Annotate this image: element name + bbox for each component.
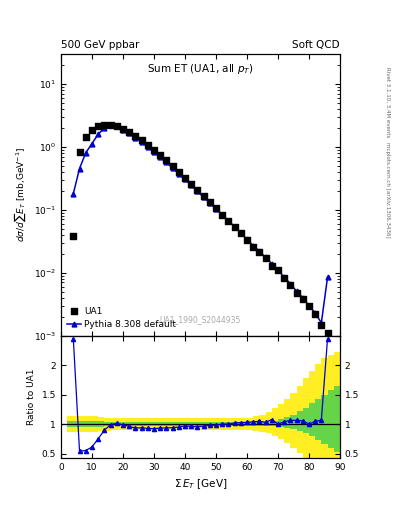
Pythia 8.308 default [164,159,169,165]
UA1 [213,204,219,212]
Pythia 8.308 default [170,165,175,171]
Pythia 8.308 default [325,274,330,280]
UA1 [256,248,263,257]
Pythia 8.308 default [158,154,162,160]
UA1 [312,310,318,318]
Pythia 8.308 default [189,182,193,188]
UA1 [231,223,238,231]
UA1 [70,232,77,240]
Pythia 8.308 default [232,224,237,230]
UA1 [263,254,269,262]
Pythia 8.308 default [239,230,243,236]
Pythia 8.308 default [121,126,125,133]
Pythia 8.308 default [313,310,318,316]
UA1 [76,148,83,156]
UA1 [244,236,250,244]
UA1 [163,156,169,164]
Text: 500 GeV ppbar: 500 GeV ppbar [61,39,139,50]
Pythia 8.308 default [145,144,150,150]
Pythia 8.308 default [275,267,280,273]
Pythia 8.308 default [176,170,181,177]
UA1 [238,229,244,238]
Pythia 8.308 default [195,188,200,195]
Pythia 8.308 default [108,122,113,129]
UA1 [176,168,182,176]
Text: mcplots.cern.ch [arXiv:1306.3436]: mcplots.cern.ch [arXiv:1306.3436] [385,142,390,237]
Y-axis label: Ratio to UA1: Ratio to UA1 [27,369,36,425]
UA1 [306,302,312,310]
UA1 [318,321,325,329]
Pythia 8.308 default [226,218,231,224]
X-axis label: $\Sigma\,E_T$ [GeV]: $\Sigma\,E_T$ [GeV] [174,478,227,492]
Pythia 8.308 default [269,261,274,267]
UA1 [324,329,331,337]
Pythia 8.308 default [244,236,249,242]
UA1 [219,210,225,219]
UA1 [83,133,89,141]
UA1 [126,128,132,136]
Pythia 8.308 default [83,150,88,156]
UA1 [89,126,95,134]
UA1 [157,151,163,159]
Legend: UA1, Pythia 8.308 default: UA1, Pythia 8.308 default [65,305,178,331]
Pythia 8.308 default [90,141,94,147]
UA1 [145,141,151,149]
Pythia 8.308 default [213,206,218,212]
Pythia 8.308 default [139,139,144,145]
UA1 [250,243,256,251]
UA1 [138,136,145,144]
UA1 [182,174,188,182]
UA1 [268,262,275,270]
UA1 [194,186,200,194]
Pythia 8.308 default [77,165,82,172]
UA1 [114,122,120,131]
Pythia 8.308 default [251,243,255,249]
UA1 [188,180,194,188]
Text: Sum ET (UA1, all $p_T$): Sum ET (UA1, all $p_T$) [147,62,254,76]
Line: Pythia 8.308 default: Pythia 8.308 default [71,123,330,325]
Pythia 8.308 default [307,303,311,309]
UA1 [200,192,207,200]
UA1 [132,132,138,140]
Pythia 8.308 default [300,295,305,301]
UA1 [275,266,281,274]
UA1 [95,122,101,131]
UA1 [101,121,107,130]
Pythia 8.308 default [263,254,268,261]
UA1 [225,217,231,225]
UA1 [299,295,306,303]
Text: Rivet 3.1.10, 3.4M events: Rivet 3.1.10, 3.4M events [385,67,390,138]
UA1 [151,145,157,154]
UA1 [169,162,176,170]
UA1 [207,198,213,206]
Pythia 8.308 default [201,194,206,200]
Pythia 8.308 default [127,131,132,137]
Pythia 8.308 default [96,131,101,137]
Pythia 8.308 default [282,274,286,280]
Pythia 8.308 default [220,211,224,218]
UA1 [281,274,287,282]
UA1 [107,121,114,130]
Text: UA1_1990_S2044935: UA1_1990_S2044935 [160,315,241,325]
Pythia 8.308 default [208,200,212,206]
Pythia 8.308 default [102,125,107,131]
Pythia 8.308 default [133,135,138,141]
Y-axis label: $d\sigma/d\sum E_T$ [mb,GeV$^{-1}$]: $d\sigma/d\sum E_T$ [mb,GeV$^{-1}$] [13,147,28,242]
Pythia 8.308 default [288,281,293,287]
Pythia 8.308 default [114,123,119,130]
UA1 [120,125,126,133]
UA1 [294,289,300,297]
Pythia 8.308 default [294,288,299,294]
UA1 [287,281,294,289]
Pythia 8.308 default [183,176,187,182]
Pythia 8.308 default [319,320,324,326]
Pythia 8.308 default [257,248,262,254]
Pythia 8.308 default [71,190,76,197]
Text: Soft QCD: Soft QCD [292,39,340,50]
Pythia 8.308 default [152,149,156,155]
